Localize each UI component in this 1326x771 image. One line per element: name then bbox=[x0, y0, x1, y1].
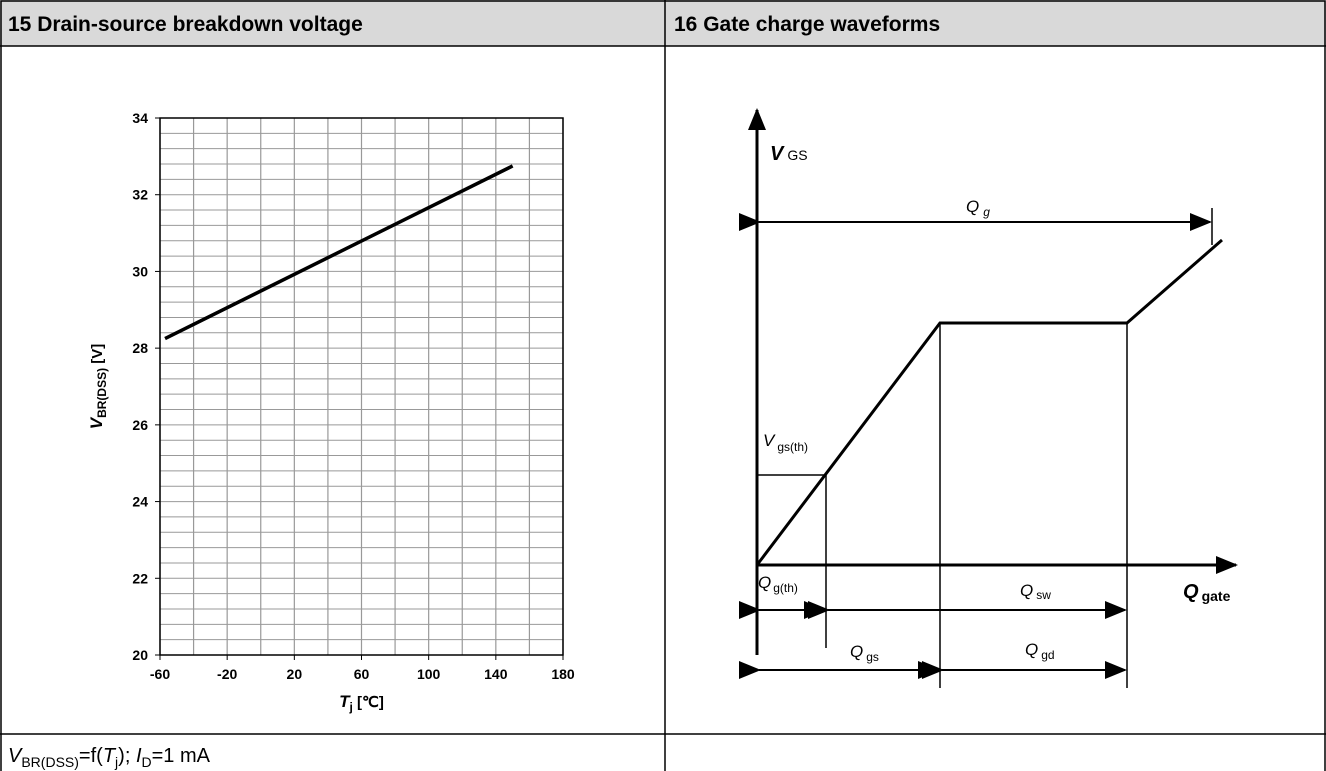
chart: 20 22 24 26 28 30 32 34 -60 -20 20 60 100 140 180 Tj [℃… bbox=[87, 110, 575, 714]
y-axis-label-part: [V] bbox=[89, 344, 106, 368]
footer: VBR(DSS)=f(Tj); ID=1 mA bbox=[8, 745, 211, 770]
x-axis-label-part: [℃] bbox=[353, 694, 384, 711]
x-axis-label: Tj [℃] bbox=[339, 692, 384, 714]
y-axis-label: VBR(DSS) [V] bbox=[87, 344, 109, 430]
panel-title: 15 Drain-source breakdown voltage bbox=[8, 13, 363, 36]
x-tick-label: 140 bbox=[484, 666, 508, 682]
y-tick-label: 32 bbox=[132, 187, 148, 203]
y-axis-label-part: BR(DSS) bbox=[95, 368, 109, 418]
x-tick-label: 20 bbox=[287, 666, 303, 682]
x-tick-label: 100 bbox=[417, 666, 441, 682]
line bbox=[164, 164, 514, 341]
y-tick-label: 26 bbox=[132, 417, 148, 433]
x-tick-label: 180 bbox=[551, 666, 575, 682]
x-tick-label: -60 bbox=[150, 666, 170, 682]
x-tick-label: -20 bbox=[217, 666, 237, 682]
y-tick-label: 20 bbox=[132, 647, 148, 663]
y-tick-label: 24 bbox=[132, 494, 148, 510]
diagram bbox=[739, 108, 1238, 688]
label: V GS bbox=[770, 143, 808, 165]
y-tick-label: 34 bbox=[132, 110, 148, 126]
y-tick-label: 30 bbox=[132, 263, 148, 279]
x-axis-label-part: T bbox=[339, 692, 351, 711]
x-tick-label: 60 bbox=[354, 666, 370, 682]
y-tick-label: 22 bbox=[132, 570, 148, 586]
y-axis-label-part: V bbox=[87, 416, 106, 429]
y-tick-label: 28 bbox=[132, 340, 148, 356]
x-axis-label-part: j bbox=[349, 700, 353, 714]
header-bg bbox=[0, 0, 1326, 46]
panel-title: 16 Gate charge waveforms bbox=[674, 13, 940, 36]
